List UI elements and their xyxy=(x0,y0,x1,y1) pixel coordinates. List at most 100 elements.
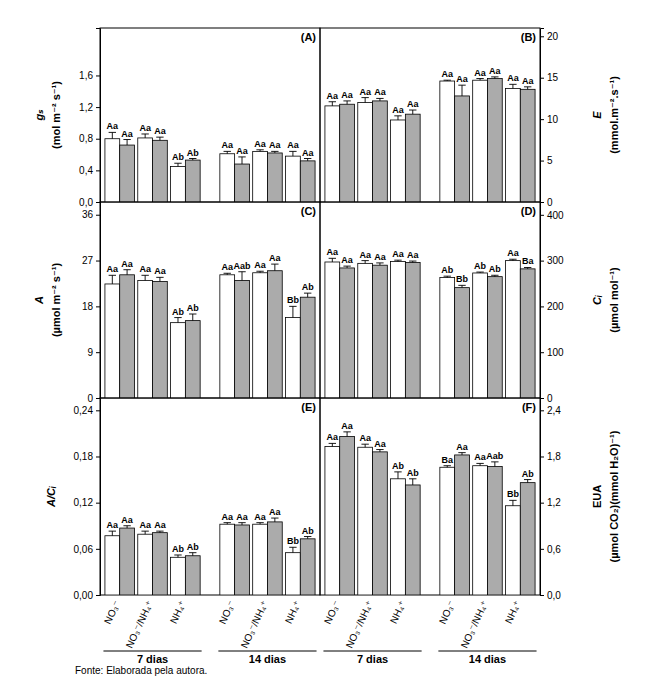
bar xyxy=(487,277,502,398)
error-bar xyxy=(304,537,311,539)
panel: 0,000,060,120,180,24A/Cᵢ(E)AaAaAbAaAaBbA… xyxy=(45,398,320,665)
y-tick-label: 2,4 xyxy=(547,405,561,416)
y-tick-label: 1,2 xyxy=(79,102,93,113)
x-tick: NH₄⁺ xyxy=(168,599,188,625)
bar xyxy=(220,154,235,202)
error-bar xyxy=(444,466,451,468)
bar xyxy=(300,161,315,202)
y-tick-mark xyxy=(540,119,544,120)
panel: 05101520E(mmol.m⁻².s⁻¹)(B)AaAaAaAaAaAaAa… xyxy=(320,28,620,208)
plot-area xyxy=(325,77,535,202)
bar xyxy=(171,323,186,398)
y-tick-mark xyxy=(96,139,100,140)
significance-letter: Bb xyxy=(507,489,519,499)
x-tick-label: NH₄⁺ xyxy=(388,599,408,625)
y-axis: 0100200300400 xyxy=(540,203,564,404)
y-tick-mark xyxy=(96,75,100,76)
plot-frame xyxy=(320,398,540,595)
error-bar xyxy=(109,531,116,536)
y-tick-mark xyxy=(540,261,544,262)
y-tick-label: 0,24 xyxy=(74,405,94,416)
x-tick: NO₃⁻/NH₄⁺ xyxy=(458,599,489,650)
bar xyxy=(220,524,235,595)
error-bar xyxy=(376,98,383,100)
y-tick: 0,18 xyxy=(74,451,100,462)
error-bar xyxy=(224,273,231,275)
bar xyxy=(473,466,488,595)
error-bar xyxy=(189,159,196,161)
bar xyxy=(440,278,455,398)
y-axis-title: Cᵢ xyxy=(591,295,603,305)
significance-letter: Aa xyxy=(107,264,119,274)
x-tick-label: NO₃⁻/NH₄⁺ xyxy=(344,599,375,650)
error-bar xyxy=(304,159,311,161)
y-tick: 27 xyxy=(82,255,100,266)
bar xyxy=(138,280,153,398)
bar xyxy=(138,534,153,595)
y-tick-label: 200 xyxy=(547,301,564,312)
y-tick-mark xyxy=(96,170,100,171)
y-tick: 1,2 xyxy=(540,497,561,508)
significance-letter: Aa xyxy=(107,520,119,530)
significance-letter: Ba xyxy=(522,256,534,266)
bar xyxy=(520,89,535,202)
y-tick-mark xyxy=(96,352,100,353)
group-line xyxy=(438,651,536,652)
error-bar xyxy=(174,163,181,166)
y-tick-mark xyxy=(540,549,544,550)
error-bar xyxy=(409,261,416,262)
y-tick-mark xyxy=(96,306,100,307)
bar xyxy=(120,275,135,398)
bar xyxy=(405,262,420,398)
bar xyxy=(325,106,340,202)
significance-letter: Ab xyxy=(302,282,314,292)
y-axis-title: E xyxy=(591,111,603,119)
plot-frame xyxy=(100,398,320,595)
y-tick-mark xyxy=(540,503,544,504)
x-tick-label: NH₄⁺ xyxy=(168,599,188,625)
plot-area xyxy=(325,258,535,398)
significance-letter: Aa xyxy=(407,99,419,109)
bar xyxy=(440,467,455,595)
bar xyxy=(391,120,406,202)
y-tick-label: 0,18 xyxy=(74,451,94,462)
y-tick-mark xyxy=(540,215,544,216)
bar xyxy=(267,271,282,398)
bar xyxy=(325,446,340,595)
y-tick-mark xyxy=(96,107,100,108)
y-tick-mark xyxy=(96,503,100,504)
y-tick-label: 1,2 xyxy=(547,497,561,508)
significance-letter: Ab xyxy=(172,307,184,317)
bar xyxy=(440,81,455,202)
error-bar xyxy=(141,275,148,280)
error-bar xyxy=(394,116,401,120)
bar xyxy=(300,297,315,398)
y-tick: 0,8 xyxy=(79,133,100,144)
significance-letter: Aab xyxy=(486,451,504,461)
bar xyxy=(325,262,340,398)
y-tick: 0,06 xyxy=(74,544,100,555)
panel-title: (B) xyxy=(521,31,537,43)
y-tick: 100 xyxy=(540,347,564,358)
bar xyxy=(358,447,373,595)
significance-letter: Ab xyxy=(172,544,184,554)
x-tick-label: NO₃⁻ xyxy=(102,599,122,626)
y-axis-title: (µmol m⁻² s⁻¹) xyxy=(50,263,62,338)
error-bar xyxy=(256,150,263,152)
error-bar xyxy=(224,523,231,525)
panel-title: (F) xyxy=(522,401,536,413)
bar xyxy=(455,288,470,398)
y-tick: 36 xyxy=(82,209,100,220)
significance-letter: Aa xyxy=(154,126,166,136)
bar xyxy=(286,156,301,202)
y-tick-label: 0,12 xyxy=(74,497,94,508)
error-bar xyxy=(361,98,368,103)
y-tick-label: 18 xyxy=(82,301,94,312)
significance-letter: Aa xyxy=(121,259,133,269)
y-tick-label: 0,8 xyxy=(79,133,93,144)
error-bar xyxy=(256,523,263,525)
group-label: 14 dias xyxy=(249,653,286,665)
y-tick: 300 xyxy=(540,255,564,266)
bar xyxy=(520,269,535,398)
bar xyxy=(286,553,301,595)
